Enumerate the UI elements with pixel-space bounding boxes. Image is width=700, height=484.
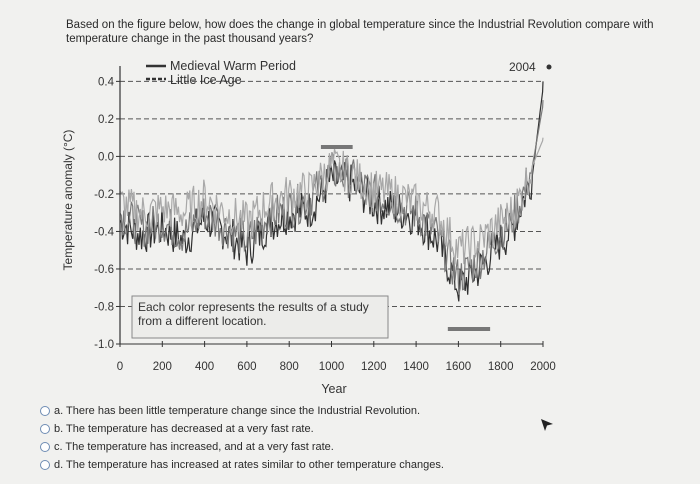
mouse-cursor-icon xyxy=(541,419,553,431)
option-d[interactable]: d. The temperature has increased at rate… xyxy=(40,456,444,474)
end-year-label: 2004 xyxy=(509,60,536,74)
option-c-label: c. The temperature has increased, and at… xyxy=(54,441,334,453)
chart-series xyxy=(119,81,544,302)
legend-item-medieval-warm-period: Medieval Warm Period xyxy=(170,59,296,73)
y-tick-label-1: 0.2 xyxy=(98,114,114,126)
end-year-dot xyxy=(546,64,552,70)
series-line-3 xyxy=(119,137,544,265)
x-tick-label-7: 1400 xyxy=(403,361,429,373)
question-text: Based on the figure below, how does the … xyxy=(66,19,654,45)
radio-c[interactable] xyxy=(40,442,50,452)
option-b-label: b. The temperature has decreased at a ve… xyxy=(54,423,314,435)
y-tick-label-3: -0.2 xyxy=(94,189,114,201)
temperature-chart: 0.4 0.2 0.0 -0.2 -0.4 -0.6 -0.8 -1.00 200 400 600 8… xyxy=(61,59,556,396)
option-a-label: a. There has been little temperature cha… xyxy=(54,405,421,417)
y-tick-label-2: 0.0 xyxy=(98,151,114,163)
x-tick-label-3: 600 xyxy=(237,361,256,373)
x-tick-label-8: 1600 xyxy=(446,361,472,373)
radio-b[interactable] xyxy=(40,424,50,434)
chart-legend: Medieval Warm Period Little Ice Age xyxy=(146,59,296,87)
answer-options: a. There has been little temperature cha… xyxy=(40,402,444,474)
legend-item-little-ice-age: Little Ice Age xyxy=(170,73,242,87)
option-b[interactable]: b. The temperature has decreased at a ve… xyxy=(40,420,444,438)
y-tick-label-5: -0.6 xyxy=(94,264,114,276)
y-tick-label-6: -0.8 xyxy=(94,301,114,313)
series-line-2 xyxy=(119,100,544,295)
x-tick-label-0: 0 xyxy=(117,361,123,373)
chart-period-bars xyxy=(320,145,491,331)
x-tick-label-4: 800 xyxy=(280,361,299,373)
x-tick-label-10: 2000 xyxy=(530,361,556,373)
study-note-text: Each color represents the results of a s… xyxy=(138,300,369,328)
x-tick-label-1: 200 xyxy=(153,361,172,373)
radio-d[interactable] xyxy=(40,460,50,470)
x-tick-label-2: 400 xyxy=(195,361,214,373)
y-tick-label-4: -0.4 xyxy=(94,226,114,238)
study-note: Each color represents the results of a s… xyxy=(131,295,389,339)
x-axis-label: Year xyxy=(321,382,346,396)
y-tick-label-7: -1.0 xyxy=(94,339,114,351)
chart-ticks: 0.4 0.2 0.0 -0.2 -0.4 -0.6 -0.8 -1.00 200 400 600 8… xyxy=(94,76,556,373)
y-axis-label: Temperature anomaly (°C) xyxy=(61,130,75,271)
radio-a[interactable] xyxy=(40,406,50,416)
y-tick-label-0: 0.4 xyxy=(98,76,115,88)
x-tick-label-9: 1800 xyxy=(488,361,514,373)
option-d-label: d. The temperature has increased at rate… xyxy=(54,459,444,471)
x-tick-label-6: 1200 xyxy=(361,361,387,373)
option-a[interactable]: a. There has been little temperature cha… xyxy=(40,402,444,420)
x-tick-label-5: 1000 xyxy=(319,361,345,373)
option-c[interactable]: c. The temperature has increased, and at… xyxy=(40,438,444,456)
